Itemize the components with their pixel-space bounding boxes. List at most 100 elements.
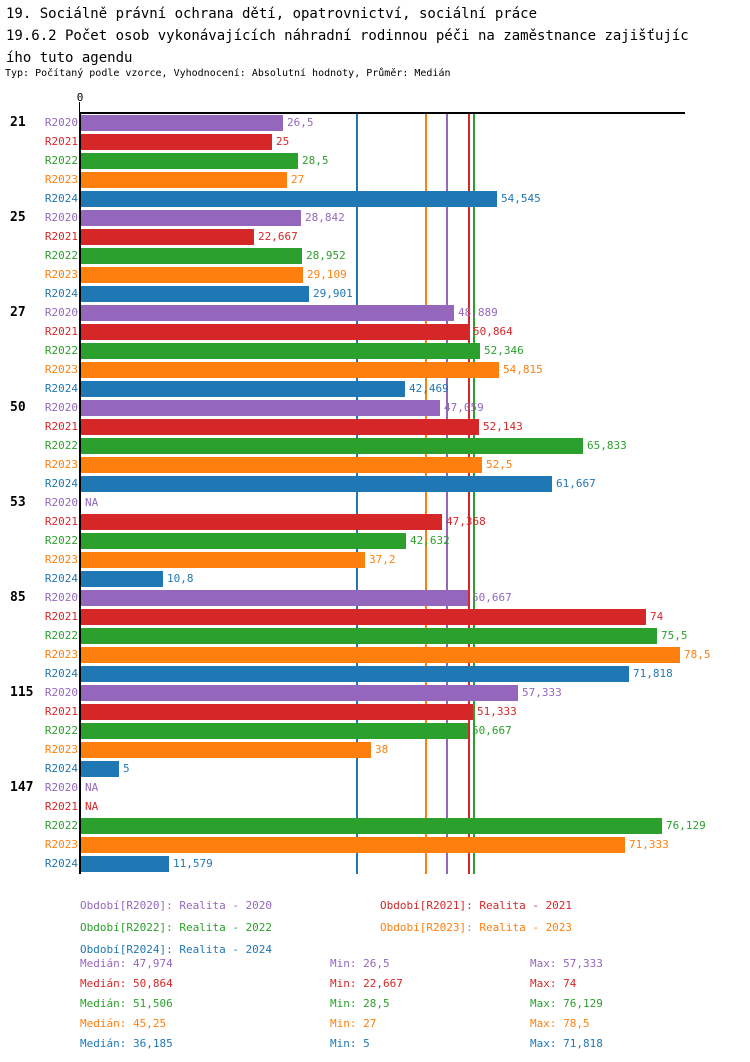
bar — [81, 837, 625, 853]
bar-value-label: 28,842 — [305, 211, 345, 224]
median-line-R2020 — [446, 112, 449, 874]
bar — [81, 419, 479, 435]
series-row-label: R2023 — [44, 838, 78, 851]
bar-value-label: 28,5 — [302, 154, 329, 167]
series-row-label: R2022 — [44, 154, 78, 167]
bar-value-label: 50,667 — [472, 591, 512, 604]
bar — [81, 362, 499, 378]
series-row-label: R2024 — [44, 572, 78, 585]
bar-value-label: 54,815 — [503, 363, 543, 376]
bar-value-label: 61,667 — [556, 477, 596, 490]
bar-value-label: 71,333 — [629, 838, 669, 851]
series-row-label: R2024 — [44, 477, 78, 490]
bar-value-label: 52,346 — [484, 344, 524, 357]
bar-value-label: 25 — [276, 135, 290, 148]
bar — [81, 438, 583, 454]
bar — [81, 704, 473, 720]
series-row-label: R2020 — [44, 116, 78, 129]
bar-value-label: 51,333 — [477, 705, 517, 718]
bar-value-label: 5 — [123, 762, 130, 775]
bar-value-label: 28,952 — [306, 249, 346, 262]
bar — [81, 856, 169, 872]
bar-value-label: 42,632 — [410, 534, 450, 547]
bar-value-label: 47,059 — [444, 401, 484, 414]
bar — [81, 723, 468, 739]
report-meta-line: Typ: Počítaný podle vzorce, Vyhodnocení:… — [5, 68, 451, 79]
category-label: 21 — [10, 115, 26, 130]
bar — [81, 210, 301, 226]
series-row-label: R2024 — [44, 192, 78, 205]
category-label: 50 — [10, 400, 26, 415]
bar — [81, 628, 657, 644]
series-row-label: R2020 — [44, 781, 78, 794]
bar-value-label: 57,333 — [522, 686, 562, 699]
bar — [81, 514, 442, 530]
stat-max-R2024: Max: 71,818 — [530, 1037, 603, 1050]
series-row-label: R2021 — [44, 420, 78, 433]
series-row-label: R2022 — [44, 344, 78, 357]
series-row-label: R2022 — [44, 534, 78, 547]
report-title-line1: 19. Sociálně právní ochrana dětí, opatro… — [6, 6, 538, 22]
bar-value-label: 50,864 — [473, 325, 513, 338]
bar — [81, 818, 662, 834]
bar — [81, 590, 468, 606]
legend-item-R2024: Období[R2024]: Realita - 2024 — [80, 943, 273, 956]
category-label: 147 — [10, 780, 34, 795]
series-row-label: R2020 — [44, 211, 78, 224]
bar — [81, 609, 646, 625]
bar-value-label: 11,579 — [173, 857, 213, 870]
bar-value-label: 76,129 — [666, 819, 706, 832]
series-row-label: R2020 — [44, 306, 78, 319]
legend-item-R2022: Období[R2022]: Realita - 2022 — [80, 921, 273, 934]
stat-min-R2021: Min: 22,667 — [330, 977, 403, 990]
stat-max-R2021: Max: 74 — [530, 977, 577, 990]
bar-value-label: 42,469 — [409, 382, 449, 395]
bar-value-label: 71,818 — [633, 667, 673, 680]
series-row-label: R2021 — [44, 800, 78, 813]
median-line-R2023 — [425, 112, 428, 874]
x-axis-line — [80, 112, 685, 114]
stat-max-R2020: Max: 57,333 — [530, 957, 603, 970]
report-title-line2: 19.6.2 Počet osob vykonávajících náhradn… — [6, 28, 689, 44]
series-row-label: R2020 — [44, 496, 78, 509]
bar-value-label: 50,667 — [472, 724, 512, 737]
median-line-R2022 — [472, 112, 475, 874]
series-row-label: R2021 — [44, 610, 78, 623]
bar-value-label: 29,901 — [313, 287, 353, 300]
bar-value-label: 54,545 — [501, 192, 541, 205]
series-row-label: R2023 — [44, 743, 78, 756]
series-row-label: R2024 — [44, 667, 78, 680]
bar-value-label: 10,8 — [167, 572, 194, 585]
series-row-label: R2020 — [44, 686, 78, 699]
category-label: 53 — [10, 495, 26, 510]
bar — [81, 191, 497, 207]
bar — [81, 685, 518, 701]
bar-value-label: 52,143 — [483, 420, 523, 433]
bar — [81, 761, 119, 777]
stat-median-R2023: Medián: 45,25 — [80, 1017, 167, 1030]
stat-min-R2023: Min: 27 — [330, 1017, 377, 1030]
series-row-label: R2021 — [44, 705, 78, 718]
bar — [81, 476, 552, 492]
bar — [81, 571, 163, 587]
stat-max-R2023: Max: 78,5 — [530, 1017, 590, 1030]
bar — [81, 172, 287, 188]
category-label: 27 — [10, 305, 26, 320]
series-row-label: R2023 — [44, 268, 78, 281]
series-row-label: R2022 — [44, 819, 78, 832]
bar-value-label: 78,5 — [684, 648, 711, 661]
bar — [81, 742, 371, 758]
bar — [81, 286, 309, 302]
bar-value-label: 38 — [375, 743, 389, 756]
bar — [81, 552, 365, 568]
bar — [81, 457, 482, 473]
stat-median-R2020: Medián: 47,974 — [80, 957, 173, 970]
series-row-label: R2024 — [44, 857, 78, 870]
x-axis-zero-tick — [79, 102, 80, 112]
category-label: 25 — [10, 210, 26, 225]
series-row-label: R2022 — [44, 629, 78, 642]
bar — [81, 267, 303, 283]
bar-value-label: 52,5 — [486, 458, 513, 471]
na-label: NA — [85, 496, 99, 509]
